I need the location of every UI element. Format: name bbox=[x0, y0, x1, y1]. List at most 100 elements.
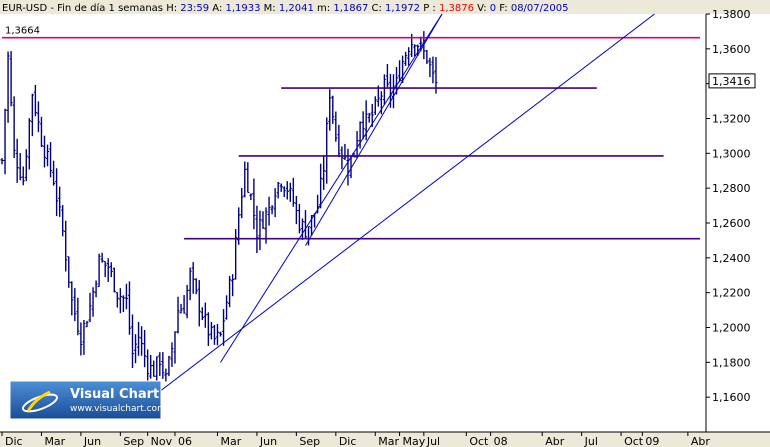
ohlc-bar bbox=[282, 186, 286, 198]
x-tick-label: 06 bbox=[178, 435, 192, 447]
ohlc-bar bbox=[100, 252, 104, 263]
ohlc-bar bbox=[234, 229, 238, 280]
ohlc-bar bbox=[358, 121, 362, 149]
ohlc-bar bbox=[127, 281, 132, 335]
ohlc-bar bbox=[322, 156, 326, 190]
header-bar bbox=[0, 0, 770, 14]
ohlc-bar bbox=[382, 74, 386, 105]
x-tick-label: Oct bbox=[624, 435, 644, 447]
ohlc-bar bbox=[221, 309, 226, 346]
ohlc-bar bbox=[188, 267, 192, 301]
ohlc-bar bbox=[428, 57, 432, 78]
ohlc-bar bbox=[334, 111, 338, 142]
ohlc-bar bbox=[206, 312, 210, 346]
x-tick-label: Jul bbox=[426, 435, 440, 447]
ohlc-bar bbox=[328, 89, 332, 131]
ohlc-bar bbox=[124, 283, 129, 310]
ohlc-bar bbox=[9, 51, 13, 107]
ohlc-bar bbox=[97, 253, 101, 288]
ohlc-bar bbox=[294, 195, 298, 225]
y-tick-label: 1,3200 bbox=[712, 113, 751, 126]
ohlc-bar bbox=[18, 153, 22, 181]
ohlc-bar bbox=[285, 181, 289, 200]
ohlc-bar bbox=[106, 258, 110, 282]
ohlc-bar bbox=[152, 360, 156, 377]
chart-header: EUR-USD - Fin de día 1 semanas H: 23:59 … bbox=[2, 2, 568, 14]
ohlc-bar bbox=[404, 51, 408, 66]
logo-url: www.visualchart.com bbox=[70, 404, 166, 414]
header-field-value: 23:59 bbox=[180, 3, 209, 14]
ohlc-bars bbox=[0, 31, 438, 390]
ohlc-bar bbox=[224, 295, 229, 320]
ohlc-bar bbox=[337, 124, 341, 158]
header-field-value: 1,3876 bbox=[439, 3, 474, 14]
current-price-box bbox=[708, 73, 756, 89]
ohlc-bar bbox=[103, 260, 107, 278]
ohlc-bar bbox=[79, 322, 83, 356]
y-tick-label: 1,2200 bbox=[712, 287, 751, 300]
ohlc-bar bbox=[33, 84, 37, 117]
ohlc-bar bbox=[76, 297, 80, 336]
ohlc-bar bbox=[115, 292, 119, 308]
header-field-value: 08/07/2005 bbox=[511, 3, 569, 14]
current-price-badge: 1,3416 bbox=[708, 73, 756, 89]
ohlc-bar bbox=[130, 314, 135, 369]
ohlc-bar bbox=[279, 183, 283, 192]
ohlc-bar bbox=[6, 51, 10, 123]
ohlc-bar bbox=[118, 288, 122, 314]
header-field-label: P : bbox=[420, 3, 439, 14]
ohlc-bar bbox=[267, 196, 271, 226]
ohlc-bar bbox=[343, 143, 347, 161]
date-axis bbox=[0, 432, 770, 447]
y-tick-label: 1,3600 bbox=[712, 43, 751, 56]
ohlc-bar bbox=[58, 186, 62, 217]
ohlc-bar bbox=[361, 111, 365, 140]
ohlc-bar bbox=[425, 49, 429, 64]
visual-chart-logo-icon bbox=[21, 390, 59, 413]
y-tick-label: 1,3000 bbox=[712, 147, 751, 160]
ohlc-bar bbox=[243, 161, 247, 198]
ohlc-bar bbox=[179, 303, 183, 314]
ohlc-bar bbox=[82, 319, 86, 355]
ohlc-bar bbox=[416, 44, 420, 57]
x-tick-label: Jun bbox=[259, 435, 277, 447]
ohlc-bar bbox=[48, 142, 53, 178]
ohlc-bar bbox=[24, 149, 28, 182]
ohlc-bar bbox=[45, 144, 50, 167]
y-tick-label: 1,2400 bbox=[712, 252, 751, 265]
trend-line bbox=[305, 13, 443, 246]
grid bbox=[1, 13, 710, 436]
ohlc-bar bbox=[55, 168, 59, 217]
ohlc-bar bbox=[331, 95, 335, 124]
logo-title: Visual Chart bbox=[70, 387, 159, 402]
ohlc-bar bbox=[373, 96, 377, 115]
ohlc-bar bbox=[270, 205, 274, 215]
x-tick-label: Mar bbox=[44, 435, 65, 447]
ohlc-bar bbox=[300, 218, 305, 240]
ohlc-bar bbox=[215, 324, 220, 346]
x-tick-label: Jun bbox=[83, 435, 101, 447]
ohlc-bar bbox=[161, 352, 165, 379]
y-tick-label: 1,1600 bbox=[712, 391, 751, 404]
header-field-value: 1,1933 bbox=[226, 3, 261, 14]
header-field-value: 1,1972 bbox=[385, 3, 420, 14]
ohlc-bar bbox=[246, 162, 250, 194]
ohlc-bar bbox=[158, 352, 162, 376]
ohlc-bar bbox=[276, 181, 280, 199]
ohlc-bar bbox=[182, 295, 186, 314]
ohlc-bar bbox=[231, 274, 235, 297]
x-tick-label: 09 bbox=[645, 435, 659, 447]
ohlc-bar bbox=[288, 182, 292, 202]
y-tick-label: 1,2600 bbox=[712, 217, 751, 230]
ohlc-bar bbox=[51, 160, 56, 186]
ohlc-bar bbox=[252, 178, 256, 230]
ohlc-bar bbox=[3, 108, 7, 175]
ohlc-bar bbox=[155, 356, 159, 383]
ohlc-bar bbox=[340, 146, 344, 170]
x-tick-label: May bbox=[403, 435, 426, 447]
ohlc-bar bbox=[264, 207, 268, 244]
ohlc-bar bbox=[176, 296, 180, 334]
ohlc-bar bbox=[30, 93, 34, 137]
ohlc-bar bbox=[209, 322, 213, 340]
ohlc-bar bbox=[240, 188, 244, 219]
